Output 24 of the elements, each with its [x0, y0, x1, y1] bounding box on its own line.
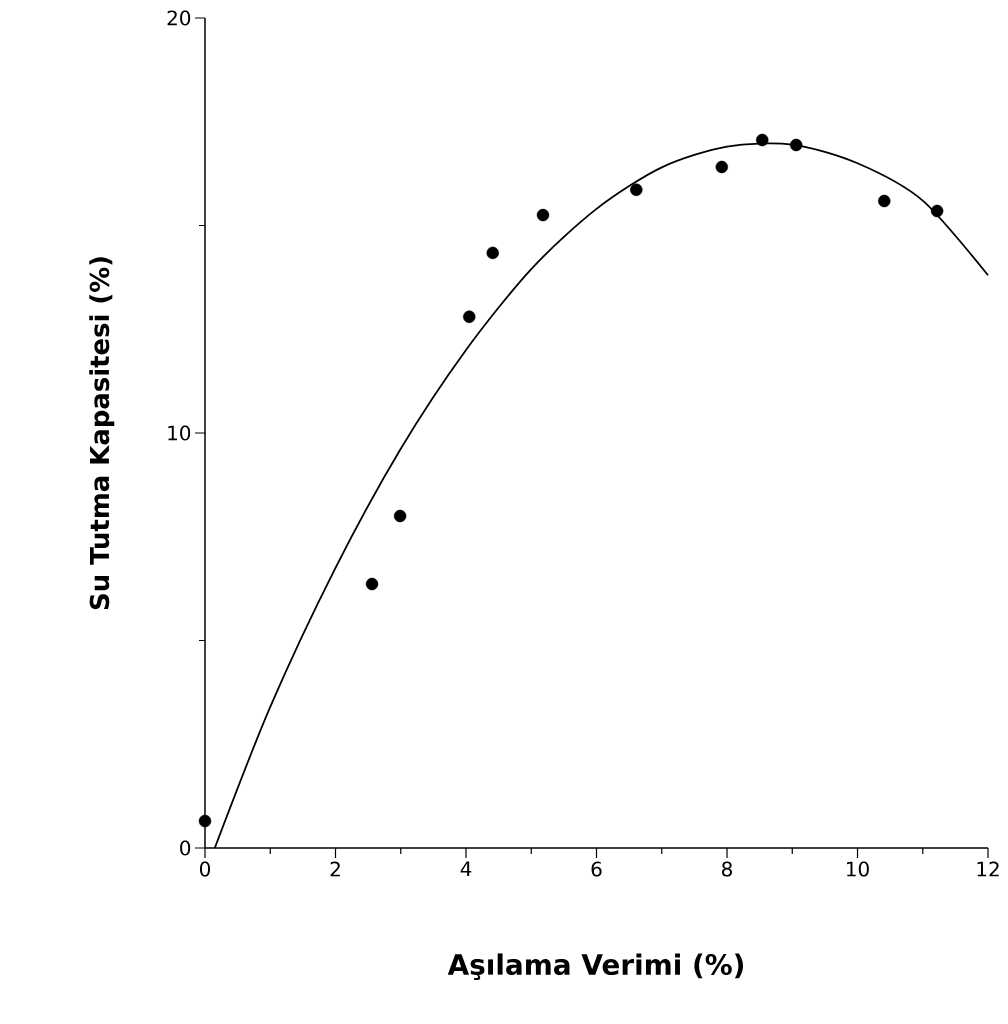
point	[930, 204, 944, 218]
x-tick-label: 4	[460, 861, 472, 877]
point	[486, 246, 499, 260]
x-tick-label: 6	[591, 861, 602, 877]
point	[393, 509, 407, 523]
point	[630, 183, 643, 196]
point	[756, 133, 769, 147]
x-tick-label: 2	[330, 861, 340, 877]
x-tick-label: 12	[977, 861, 999, 877]
x-tick-label: 0	[199, 861, 211, 877]
y-tick-label: 0	[180, 840, 191, 856]
point	[463, 310, 476, 323]
y-tick-label: 10	[168, 425, 191, 441]
point	[878, 194, 891, 208]
point	[365, 577, 379, 591]
point	[198, 814, 212, 828]
point	[715, 160, 728, 174]
x-axis-title: Aşılama Verimi (%)	[447, 953, 744, 981]
x-tick-label: 8	[722, 861, 732, 877]
y-tick-label: 20	[167, 10, 191, 26]
point	[536, 208, 550, 222]
point	[789, 138, 803, 152]
y-axis-title: Su Tutma Kapasitesi (%)	[89, 257, 115, 610]
x-tick-label: 10	[847, 861, 869, 877]
